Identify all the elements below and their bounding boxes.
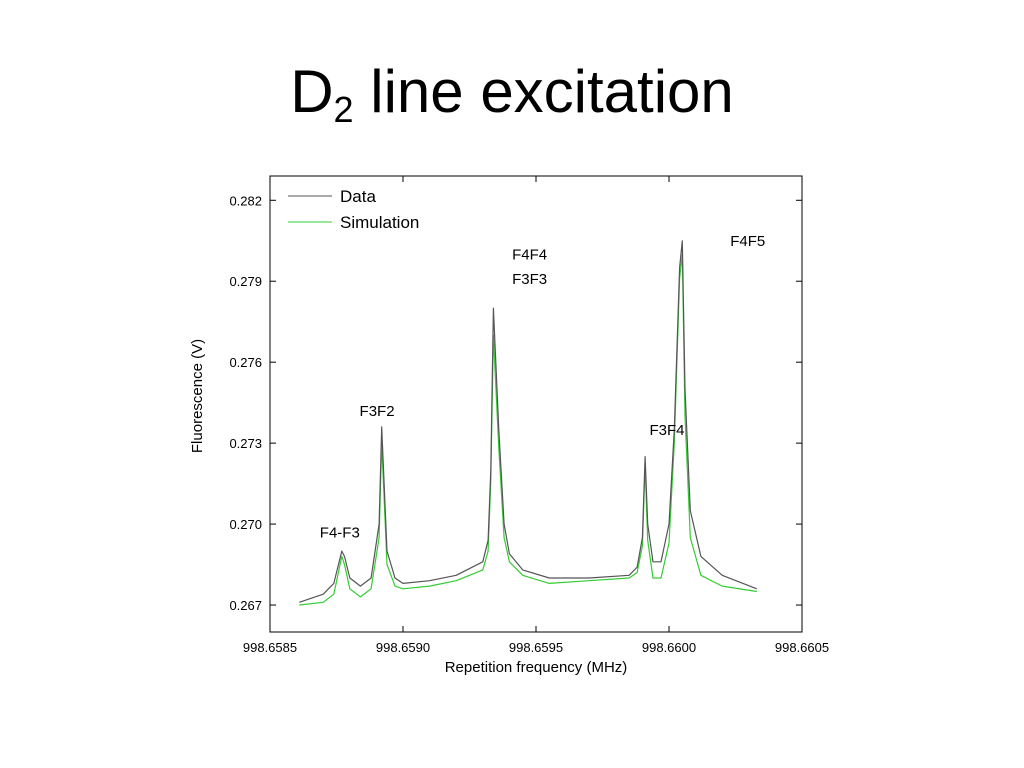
peak-label: F3F3 <box>512 271 547 288</box>
axis-ticks: 998.6585 998.6590 998.6595 998.6600 998.6605… <box>229 176 829 655</box>
legend-label-simulation: Simulation <box>340 213 419 232</box>
peak-label: F4F4 <box>512 247 547 264</box>
y-tick-label: 0.270 <box>229 517 262 532</box>
peak-label: F3F4 <box>649 422 684 439</box>
x-tick-label: 998.6595 <box>509 640 563 655</box>
slide-title: D2 line excitation <box>0 62 1024 128</box>
series-layer <box>299 240 758 606</box>
y-tick-label: 0.279 <box>229 274 262 289</box>
y-tick-label: 0.267 <box>229 598 262 613</box>
legend-label-data: Data <box>340 187 376 206</box>
x-tick-label: 998.6600 <box>642 640 696 655</box>
title-main: D <box>290 58 334 125</box>
x-tick-label: 998.6605 <box>775 640 829 655</box>
y-tick-label: 0.282 <box>229 193 262 208</box>
peak-labels: F4-F3 F3F2 F4F4 F3F3 F3F4 F4F5 <box>320 233 765 541</box>
series-line-data <box>299 240 758 603</box>
x-tick-label: 998.6590 <box>376 640 430 655</box>
y-tick-label: 0.276 <box>229 355 262 370</box>
title-rest: line excitation <box>353 58 734 125</box>
y-axis-label: Fluorescence (V) <box>189 339 206 453</box>
x-tick-label: 998.6585 <box>243 640 297 655</box>
plot-frame <box>269 175 803 633</box>
title-subscript: 2 <box>333 89 354 130</box>
peak-label: F3F2 <box>360 403 395 420</box>
legend: Data Simulation <box>288 187 419 232</box>
peak-label: F4-F3 <box>320 525 360 542</box>
x-axis-label: Repetition frequency (MHz) <box>445 659 628 676</box>
series-line-simulation <box>299 253 757 606</box>
peak-label: F4F5 <box>730 233 765 250</box>
y-tick-label: 0.273 <box>229 436 262 451</box>
